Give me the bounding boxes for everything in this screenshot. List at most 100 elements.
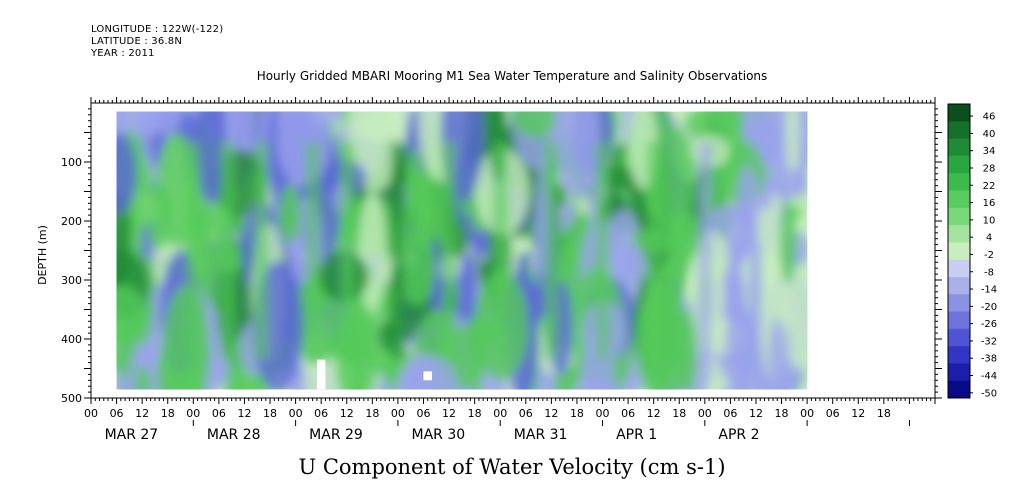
field-blob [552,111,601,199]
x-hour-label: 00 [289,407,303,420]
field-blob [785,111,801,183]
y-tick-label: 300 [61,274,82,287]
colorbar-label: -20 [981,302,997,313]
x-date-label: APR 1 [616,427,657,443]
colorbar-label: -2 [984,250,994,261]
x-hour-label: 00 [493,407,507,420]
x-hour-label: 12 [647,407,661,420]
x-hour-label: 12 [237,407,251,420]
velocity-band [646,141,661,360]
field-blob [761,169,808,198]
x-hour-label: 00 [186,407,200,420]
colorbar-label: 40 [983,129,996,140]
x-hour-label: 12 [851,407,865,420]
field-blob [667,210,702,261]
field-blob [278,184,301,243]
x-hour-label: 12 [544,407,558,420]
velocity-band [442,141,457,360]
field-blob [146,185,174,249]
longitude-label: LONGITUDE : 122W(-122) [91,24,224,35]
colorbar-swatch [948,294,970,313]
x-hour-label: 00 [596,407,610,420]
x-hour-label: 18 [672,407,686,420]
x-hour-label: 18 [365,407,379,420]
x-hour-label: 18 [775,407,789,420]
velocity-band [390,141,405,360]
x-hour-label: 00 [84,407,98,420]
variable-title: U Component of Water Velocity (cm s-1) [298,455,725,479]
colorbar-label: 4 [986,233,992,244]
colorbar-swatch [948,173,970,191]
x-hour-label: 12 [135,407,149,420]
x-date-label: MAR 30 [411,427,465,443]
velocity-band [254,141,269,360]
field-blob [116,133,137,215]
x-date-label: MAR 29 [309,427,363,443]
colorbar-swatch [948,242,970,261]
x-hour-label: 18 [263,407,277,420]
field-blob [510,111,562,138]
field-blob [399,232,436,306]
x-hour-label: 06 [212,407,226,420]
x-hour-label: 12 [749,407,763,420]
velocity-band [186,141,201,360]
velocity-band [220,141,235,360]
velocity-band [697,141,712,360]
field-blob [736,165,759,245]
colorbar-label: -32 [981,336,997,347]
x-hour-label: 00 [800,407,814,420]
colorbar-swatch [948,276,970,295]
field-blob [116,191,132,289]
x-hour-label: 06 [416,407,430,420]
colorbar-swatch [948,380,970,399]
velocity-band [544,141,559,360]
colorbar-swatch [948,207,970,226]
colorbar-frame [947,103,971,399]
velocity-band [339,141,354,360]
x-hour-label: 12 [442,407,456,420]
field-blob [162,285,211,390]
field-blob [768,318,787,390]
field-blob [134,366,151,390]
colorbar-swatch [948,259,970,278]
colorbar-label: 34 [983,146,996,157]
field-blob [276,111,331,186]
colorbar-swatch [948,311,970,330]
velocity-field [116,111,808,390]
colorbar: 46 40 34 28 22 16 10 4 -2 -8 -14 -20 -26 -32 -38 -44 -50 [947,103,997,399]
colorbar-label: 22 [983,181,996,192]
colorbar-swatch [948,225,970,243]
x-date-label: MAR 27 [105,427,159,443]
colorbar-label: -44 [981,371,997,382]
field-blob [779,200,797,284]
colorbar-label: 46 [983,112,996,123]
x-hour-label: 06 [621,407,635,420]
x-hour-label: 12 [340,407,354,420]
velocity-band [595,141,610,360]
x-hour-label: 06 [314,407,328,420]
x-hour-label: 18 [161,407,175,420]
colorbar-swatch [948,104,970,122]
x-hour-label: 06 [723,407,737,420]
year-label: YEAR : 2011 [91,48,155,59]
data-gap [316,359,326,390]
x-date-label: MAR 31 [514,427,568,443]
colorbar-label: -26 [981,319,997,330]
colorbar-label: -14 [981,285,997,296]
data-gaps [316,359,432,390]
colorbar-swatch [948,190,970,209]
field-blob [725,307,760,373]
field-texture [116,111,808,390]
y-tick-label: 200 [61,215,82,228]
x-hour-label: 18 [570,407,584,420]
colorbar-swatch [948,155,970,174]
x-date-label: APR 2 [718,427,759,443]
y-tick-label: 500 [61,392,82,405]
x-hour-label: 00 [391,407,405,420]
field-blob [358,192,387,313]
latitude-label: LATITUDE : 36.8N [91,36,183,47]
field-blob [195,111,227,205]
field-blob [402,353,438,390]
colorbar-swatch [948,121,970,140]
